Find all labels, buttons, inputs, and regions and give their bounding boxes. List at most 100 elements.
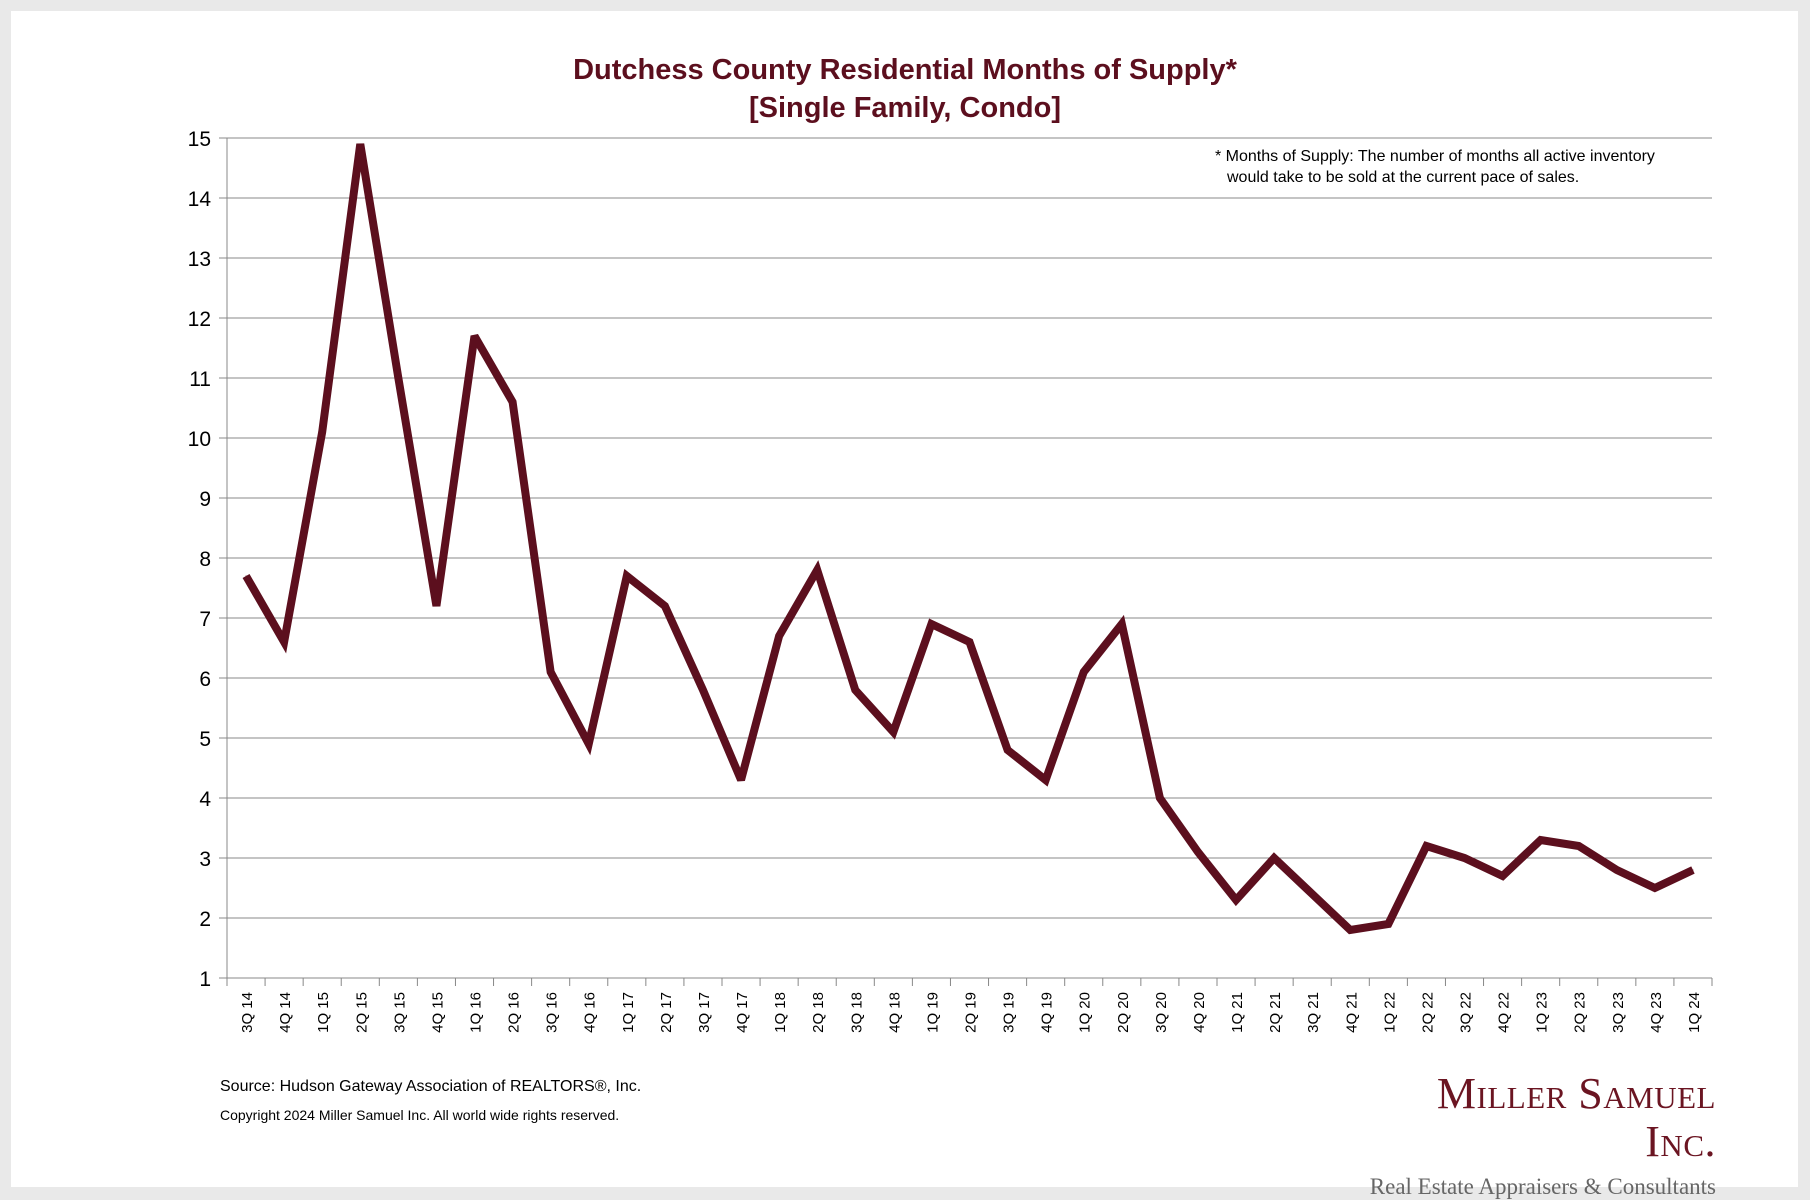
data-point [892, 731, 894, 733]
data-point [664, 605, 666, 607]
data-point [550, 671, 552, 673]
data-point [1578, 845, 1580, 847]
series-line [242, 143, 1695, 935]
data-point [1045, 779, 1047, 781]
data-point [969, 641, 970, 643]
x-tick-label: 2Q 19 [963, 992, 980, 1033]
data-point [778, 635, 780, 637]
y-tick-label: 10 [188, 428, 211, 451]
data-point [626, 575, 628, 577]
data-point [1502, 875, 1504, 877]
x-tick-label: 4Q 23 [1648, 992, 1665, 1033]
data-point [588, 743, 590, 745]
data-point [1387, 923, 1389, 925]
x-tick-label: 1Q 23 [1534, 992, 1551, 1033]
x-tick-label: 1Q 16 [468, 992, 485, 1033]
data-point [245, 575, 247, 577]
logo-tagline: Real Estate Appraisers & Consultants [1369, 1174, 1716, 1199]
x-tick-label: 3Q 16 [544, 992, 561, 1033]
data-point [1540, 839, 1542, 841]
x-tick-label: 4Q 20 [1191, 992, 1208, 1033]
x-tick-label: 1Q 20 [1077, 992, 1094, 1033]
footnote-line-2: would take to be sold at the current pac… [1227, 169, 1580, 186]
x-tick-label: 4Q 14 [277, 992, 294, 1033]
x-tick-label: 2Q 16 [506, 992, 523, 1033]
x-tick-label: 3Q 17 [696, 992, 713, 1033]
x-tick-label: 1Q 21 [1229, 992, 1246, 1033]
data-point [1616, 869, 1618, 871]
data-point [740, 779, 742, 781]
y-tick-label: 14 [188, 188, 212, 211]
data-point [1654, 887, 1656, 889]
x-tick-label: 3Q 15 [391, 992, 408, 1033]
x-tick-label: 2Q 20 [1115, 992, 1132, 1033]
x-tick-label: 2Q 18 [810, 992, 827, 1033]
data-point [930, 623, 932, 625]
y-tick-label: 4 [199, 788, 211, 811]
footnote: * Months of Supply: The number of months… [1215, 146, 1655, 188]
data-point [359, 143, 361, 145]
y-tick-label: 11 [189, 368, 211, 391]
x-tick-label: 3Q 14 [239, 992, 256, 1033]
y-tick-label: 5 [199, 728, 211, 751]
x-tick-label: 2Q 15 [353, 992, 370, 1033]
data-point [1197, 851, 1199, 853]
y-tick-label: 1 [199, 968, 211, 991]
x-tick-label: 1Q 19 [924, 992, 941, 1033]
y-tick-label: 3 [199, 848, 211, 871]
x-tick-label: 1Q 17 [620, 992, 637, 1033]
chart-title: Dutchess County Residential Months of Su… [573, 54, 1237, 86]
y-tick-label: 7 [199, 608, 211, 631]
x-tick-label: 1Q 18 [772, 992, 789, 1033]
x-tick-label: 1Q 15 [315, 992, 332, 1033]
data-point [1464, 857, 1465, 859]
y-tick-label: 9 [199, 488, 211, 511]
chart-subtitle: [Single Family, Condo] [748, 92, 1062, 124]
x-tick-label: 3Q 18 [848, 992, 865, 1033]
data-point [1692, 869, 1694, 871]
data-point [1311, 893, 1313, 895]
logo-name: Miller Samuel Inc. [1436, 1069, 1716, 1166]
data-point [283, 641, 285, 643]
x-tick-label: 2Q 17 [658, 992, 675, 1033]
x-tick-label: 2Q 23 [1572, 992, 1589, 1033]
y-tick-label: 8 [199, 548, 211, 571]
data-point [702, 689, 704, 691]
x-tick-label: 4Q 22 [1496, 992, 1513, 1033]
copyright-text: Copyright 2024 Miller Samuel Inc. All wo… [220, 1107, 620, 1123]
data-point [1235, 899, 1237, 901]
data-point [512, 401, 514, 403]
data-point [435, 605, 437, 607]
x-tick-label: 2Q 22 [1419, 992, 1436, 1033]
x-tick-label: 4Q 17 [734, 992, 751, 1033]
x-tick-label: 3Q 19 [1001, 992, 1018, 1033]
x-tick-label: 4Q 18 [886, 992, 903, 1033]
data-point [1159, 797, 1161, 799]
data-point [854, 689, 856, 691]
y-tick-label: 6 [199, 668, 211, 691]
y-tick-label: 2 [199, 908, 211, 931]
data-point [397, 377, 399, 379]
data-point [1425, 845, 1427, 847]
y-tick-label: 12 [188, 308, 211, 331]
source-text: Source: Hudson Gateway Association of RE… [220, 1078, 642, 1095]
chart-panel [11, 11, 1798, 1187]
x-tick-label: 4Q 19 [1039, 992, 1056, 1033]
data-point [321, 431, 323, 433]
x-tick-label: 2Q 21 [1267, 992, 1284, 1033]
x-tick-label: 4Q 16 [582, 992, 599, 1033]
x-tick-label: 4Q 15 [429, 992, 446, 1033]
data-point [1083, 671, 1085, 673]
company-logo: Miller Samuel Inc. Real Estate Appraiser… [1360, 1070, 1716, 1200]
x-tick-label: 3Q 22 [1458, 992, 1475, 1033]
x-tick-label: 3Q 21 [1305, 992, 1322, 1033]
x-tick-label: 3Q 23 [1610, 992, 1627, 1033]
x-tick-label: 4Q 21 [1343, 992, 1360, 1033]
x-tick-label: 3Q 20 [1153, 992, 1170, 1033]
y-tick-label: 13 [188, 248, 211, 271]
y-tick-label: 15 [188, 128, 211, 151]
data-point [1273, 857, 1275, 859]
footnote-line-1: * Months of Supply: The number of months… [1215, 148, 1655, 165]
x-tick-label: 1Q 24 [1686, 992, 1703, 1033]
